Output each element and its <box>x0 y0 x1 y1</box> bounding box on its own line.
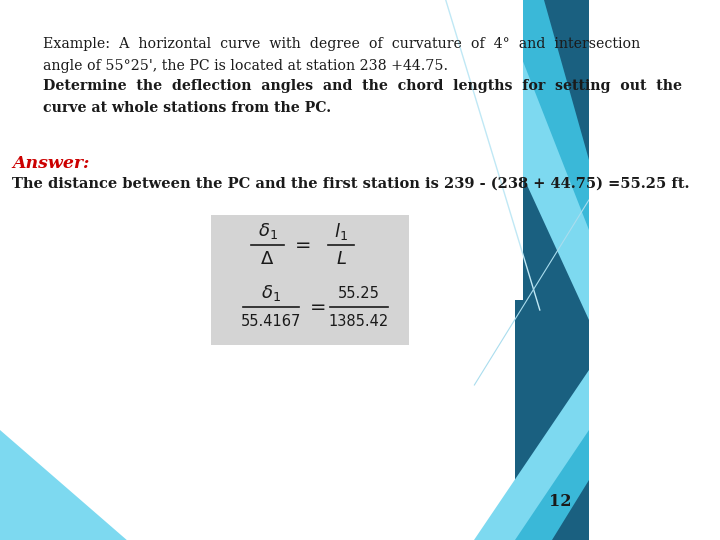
Polygon shape <box>441 0 589 320</box>
Polygon shape <box>499 0 589 230</box>
Polygon shape <box>552 480 589 540</box>
Text: $l_1$: $l_1$ <box>334 220 348 241</box>
Polygon shape <box>0 430 127 540</box>
Text: =: = <box>295 235 312 254</box>
Text: $\Delta$: $\Delta$ <box>261 250 274 268</box>
Text: curve at whole stations from the PC.: curve at whole stations from the PC. <box>42 101 330 115</box>
Text: 55.4167: 55.4167 <box>240 314 301 329</box>
Text: Answer:: Answer: <box>12 155 90 172</box>
Polygon shape <box>516 0 589 540</box>
Polygon shape <box>474 370 589 540</box>
Polygon shape <box>544 0 589 160</box>
FancyBboxPatch shape <box>0 0 523 300</box>
Text: =: = <box>310 298 326 316</box>
Text: 55.25: 55.25 <box>338 286 380 300</box>
FancyBboxPatch shape <box>211 215 409 345</box>
Text: 1385.42: 1385.42 <box>329 314 390 329</box>
Text: $\delta_1$: $\delta_1$ <box>261 283 281 303</box>
Text: Example:  A  horizontal  curve  with  degree  of  curvature  of  4°  and  inters: Example: A horizontal curve with degree … <box>42 37 640 51</box>
Text: Determine  the  deflection  angles  and  the  chord  lengths  for  setting  out : Determine the deflection angles and the … <box>42 79 682 93</box>
Text: angle of 55°25', the PC is located at station 238 +44.75.: angle of 55°25', the PC is located at st… <box>42 59 448 73</box>
Text: The distance between the PC and the first station is 239 - (238 + 44.75) =55.25 : The distance between the PC and the firs… <box>12 177 690 191</box>
Text: $\delta_1$: $\delta_1$ <box>258 221 277 241</box>
Text: 12: 12 <box>549 493 572 510</box>
Polygon shape <box>516 430 589 540</box>
Text: $L$: $L$ <box>336 250 346 268</box>
